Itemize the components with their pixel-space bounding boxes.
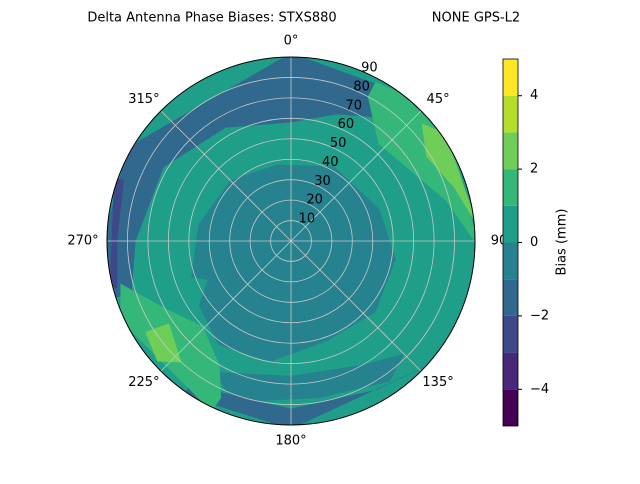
contour-region [215,353,404,403]
contour-region [183,361,436,425]
grid-circle [229,179,353,303]
grid-line [160,110,292,242]
contour-region [421,123,475,228]
grid-line [290,110,422,242]
grid-circle [127,77,455,405]
colorbar-band [503,205,518,243]
r-tick-label: 60 [338,117,355,132]
theta-tick-label: 225° [128,375,159,390]
colorbar-band [503,315,518,353]
r-tick-label: 80 [353,79,370,94]
contour-region [191,164,396,362]
r-tick-label: 40 [322,155,339,170]
r-tick-label: 30 [314,174,331,189]
polar-frame [106,56,476,426]
colorbar-tick-label: 0 [530,235,538,250]
theta-tick-label: 0° [284,34,299,49]
grid-circle [249,199,333,283]
grid-circle [188,138,394,344]
theta-tick-label: 270° [67,234,98,249]
contour-region [107,57,412,300]
colorbar-band [503,352,518,390]
grid-circle [167,117,415,365]
chart-title: Delta Antenna Phase Biases: STXS880 [87,11,336,26]
grid-circle [147,97,435,385]
colorbar-tick-label: 2 [530,162,538,177]
colorbar-tick-label: −2 [530,308,549,323]
theta-tick-label: 180° [275,434,306,449]
colorbar-band [503,132,518,170]
grid-circle [208,158,374,324]
theta-tick-label: 45° [427,92,450,107]
overlay: 0°45°90135°180°225°270°315°1020304050607… [67,34,549,449]
colorbar-label: Bias (mm) [555,209,570,276]
grid-line [160,240,292,372]
colorbar-band [503,169,518,206]
colorbar-band [503,59,518,96]
theta-tick-label: 315° [128,92,159,107]
grid-circle [270,220,312,262]
colorbar-band [503,95,518,133]
r-tick-label: 20 [306,193,323,208]
contour-region [109,176,124,290]
colorbar-band [503,242,518,280]
chart-subtitle: NONE GPS-L2 [432,11,520,26]
grid-line [290,240,422,372]
colorbar-tick-label: 4 [530,88,538,103]
colorbar-band [503,279,518,316]
r-tick-label: 50 [330,136,347,151]
colorbar-band [503,389,518,426]
theta-tick-label: 135° [422,375,453,390]
r-tick-label: 90 [361,61,378,76]
r-tick-label: 10 [299,212,316,227]
colorbar-tick-label: −4 [530,382,549,397]
r-tick-label: 70 [345,98,362,113]
